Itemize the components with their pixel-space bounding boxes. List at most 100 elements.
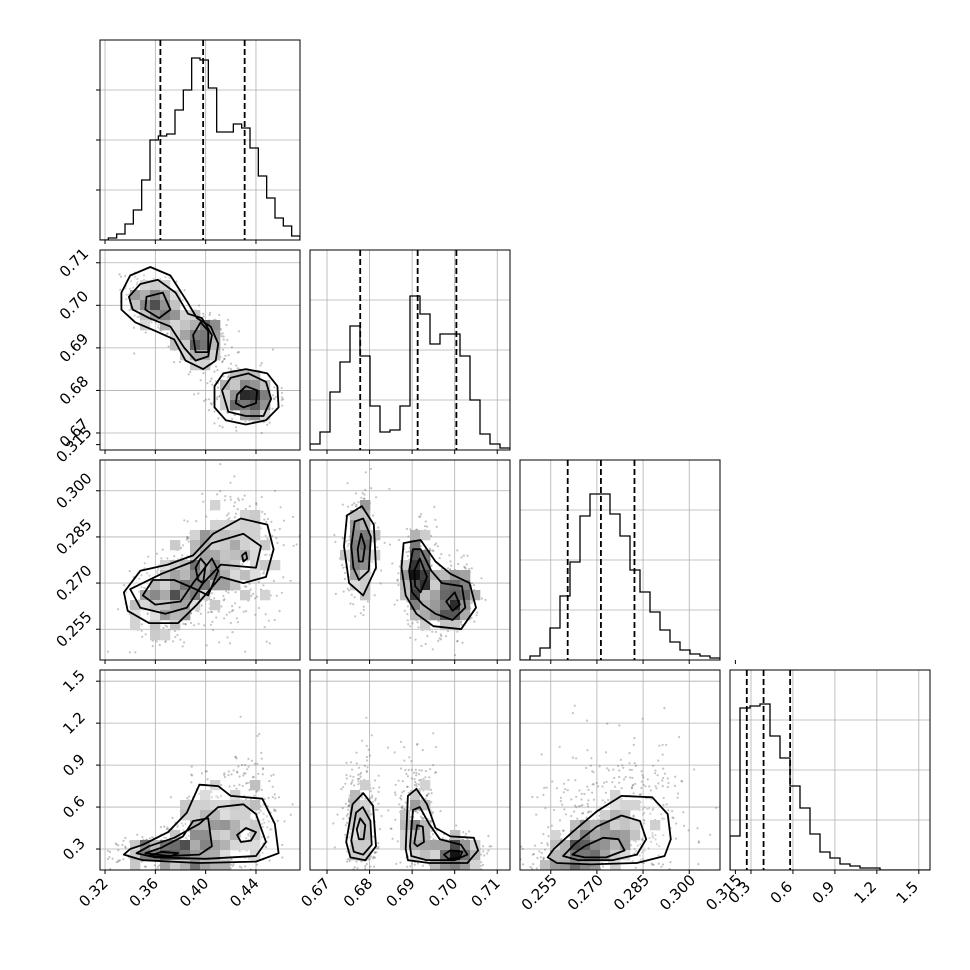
scatter-point [207, 611, 210, 614]
scatter-point [343, 577, 347, 581]
ytick-label-3-0: 0.3 [59, 834, 89, 864]
panel-0-0 [96, 39, 301, 244]
scatter-point [291, 803, 294, 806]
scatter-point [480, 597, 483, 600]
scatter-point [380, 569, 383, 572]
scatter-point [141, 635, 144, 638]
scatter-point [440, 634, 443, 638]
scatter-point [255, 790, 258, 793]
scatter-point [253, 875, 255, 877]
scatter-point [273, 397, 276, 401]
scatter-point [205, 515, 208, 518]
density-cell [360, 560, 371, 571]
scatter-point [336, 813, 339, 816]
scatter-point [377, 774, 380, 777]
density-cell [210, 350, 221, 361]
scatter-point [454, 654, 457, 657]
density-cell [260, 380, 271, 391]
scatter-point [110, 876, 112, 878]
density-cell [200, 820, 211, 831]
density-cell [220, 520, 231, 531]
scatter-point [426, 634, 429, 638]
density-cell [210, 320, 221, 331]
scatter-point [247, 834, 250, 837]
density-cell [250, 520, 261, 531]
scatter-point [232, 863, 235, 866]
scatter-point [173, 883, 175, 885]
scatter-point [198, 304, 201, 307]
density-cell [420, 610, 431, 621]
scatter-point [463, 565, 466, 568]
scatter-point [373, 594, 376, 597]
density-cell [140, 280, 151, 291]
scatter-point [438, 557, 441, 560]
scatter-point [189, 611, 193, 614]
scatter-point [132, 326, 136, 329]
scatter-point [354, 615, 357, 618]
scatter-point [346, 545, 349, 548]
density-cell [200, 530, 211, 541]
scatter-point [135, 283, 138, 286]
scatter-point [208, 313, 211, 317]
scatter-point [266, 423, 269, 426]
density-cell [170, 840, 181, 851]
scatter-point [435, 525, 438, 529]
scatter-point [186, 536, 189, 540]
scatter-point [368, 796, 372, 800]
scatter-point [431, 549, 434, 552]
scatter-point [362, 497, 365, 500]
scatter-point [124, 845, 127, 848]
density-cell [420, 560, 431, 571]
scatter-point [248, 582, 251, 586]
hist-0 [100, 57, 300, 240]
scatter-point [346, 587, 349, 590]
scatter-point [215, 896, 217, 898]
scatter-point [279, 890, 281, 892]
scatter-point [187, 537, 190, 540]
density-cell [250, 530, 261, 541]
scatter-point [140, 574, 143, 577]
density-cell [130, 300, 141, 311]
density-cell [260, 590, 271, 601]
density-cell [160, 300, 171, 311]
scatter-point [463, 566, 467, 569]
scatter-point [187, 834, 190, 838]
scatter-point [228, 611, 231, 614]
scatter-point [179, 882, 181, 884]
scatter-point [362, 605, 365, 608]
scatter-point [124, 846, 127, 849]
scatter-point [195, 520, 198, 523]
ytick-label-3-3: 1.2 [59, 708, 89, 738]
density-cell [420, 580, 431, 591]
density-cell [180, 570, 191, 581]
scatter-point [266, 517, 269, 521]
scatter-point [222, 599, 225, 602]
scatter-point [264, 845, 267, 848]
scatter-point [236, 770, 239, 774]
density-cell [160, 580, 171, 591]
scatter-point [199, 379, 202, 382]
scatter-point [237, 497, 240, 500]
density-cell [440, 570, 451, 581]
scatter-point [462, 554, 465, 557]
scatter-point [465, 563, 468, 566]
density-cell [450, 610, 461, 621]
scatter-point [275, 594, 278, 597]
scatter-point [258, 732, 261, 736]
density-cell [210, 340, 221, 351]
scatter-point [218, 641, 221, 644]
scatter-point [414, 638, 417, 641]
scatter-point [278, 610, 281, 613]
scatter-point [238, 606, 241, 609]
scatter-point [350, 781, 353, 784]
density-cell [350, 540, 361, 551]
density-cell [140, 600, 151, 611]
scatter-point [357, 766, 361, 769]
scatter-point [261, 767, 264, 770]
density-cell [170, 570, 181, 581]
scatter-point [167, 345, 170, 348]
density-cell [220, 390, 231, 401]
scatter-point [211, 903, 213, 905]
scatter-point [255, 863, 258, 866]
scatter-point [123, 584, 126, 587]
